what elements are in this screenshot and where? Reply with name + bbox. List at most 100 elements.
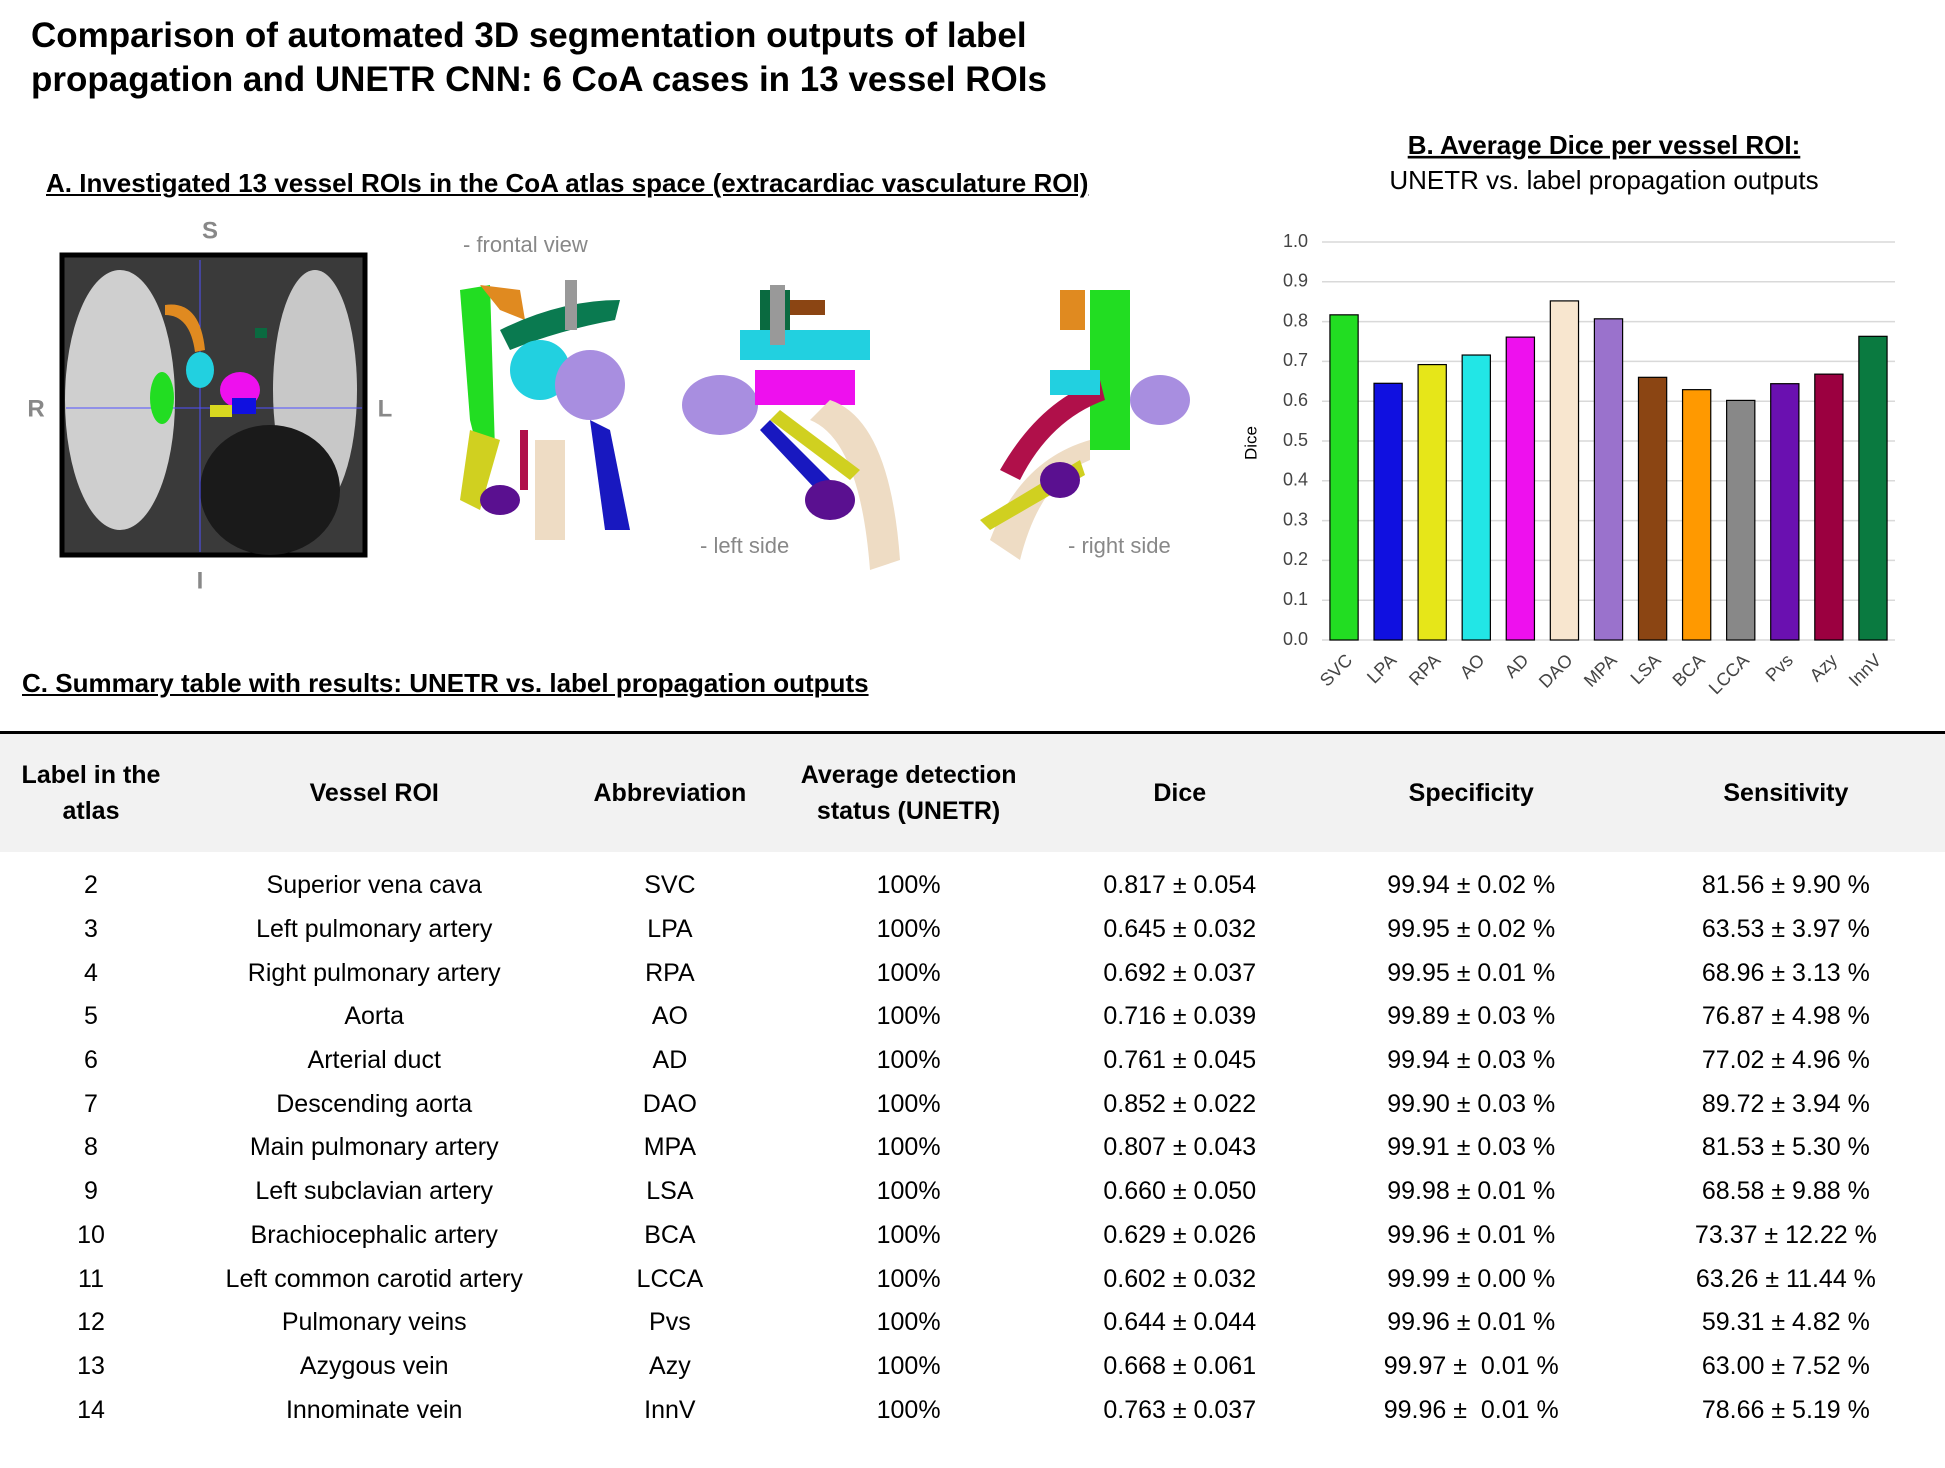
table-cell: 0.660 ± 0.050 (1103, 1177, 1257, 1206)
figure: S R L I - frontal view - left side - right sid… (27, 130, 1895, 698)
panel-c-heading: C. Summary table with results: UNETR vs.… (22, 668, 869, 698)
table-cell: 99.98 ± 0.01 % (1387, 1177, 1556, 1206)
table-cell: 100% (876, 1089, 941, 1118)
frontal-view-render (460, 280, 630, 540)
summary-table: Label in the atlas Vessel ROI Abbreviation… (0, 731, 1945, 1468)
table-cell: 100% (876, 1264, 941, 1293)
table-cell: 10 (77, 1220, 105, 1249)
table-cell: 99.96 ± 0.01 % (1383, 1395, 1559, 1424)
table-cell: 99.96 ± 0.01 % (1387, 1220, 1556, 1249)
panel-a-heading: A. Investigated 13 vessel ROIs in the Co… (46, 168, 1089, 198)
y-axis-label: Dice (1241, 426, 1260, 460)
table-cell: 100% (876, 958, 941, 987)
x-tick-label: SVC (1316, 650, 1356, 690)
orientation-label: R (27, 395, 44, 422)
x-tick-label: InnV (1845, 650, 1885, 690)
table-cell: 100% (876, 1308, 941, 1337)
table-cell: Descending aorta (276, 1089, 473, 1118)
table-cell: AO (651, 1002, 688, 1031)
view-label: - frontal view (463, 232, 588, 257)
x-tick-label: MPA (1580, 650, 1621, 691)
table-cell: Innominate vein (285, 1395, 463, 1424)
table-cell: 6 (84, 1046, 98, 1075)
x-tick-label: LCCA (1705, 650, 1753, 698)
table-cell: 78.66 ± 5.19 % (1701, 1395, 1870, 1424)
y-tick-label: 0.9 (1283, 271, 1308, 291)
table-row: 2 Superior vena cava SVC 100% 0.817 ± 0.054 9… (0, 852, 1945, 908)
y-tick-label: 0.6 (1283, 390, 1308, 410)
table-cell: 99.96 ± 0.01 % (1387, 1308, 1556, 1337)
table-cell: 13 (77, 1351, 105, 1380)
table-cell: 0.817 ± 0.054 (1103, 871, 1257, 900)
y-tick-label: 0.5 (1283, 430, 1308, 450)
y-tick-label: 0.0 (1283, 629, 1308, 649)
table-row: 14 Innominate vein InnV 100% 0.763 ± 0.037 99… (0, 1388, 1945, 1468)
bar (1593, 318, 1624, 641)
table-cell: 63.26 ± 11.44 % (1695, 1264, 1876, 1293)
table-cell: 100% (876, 1220, 941, 1249)
table-cell: BCA (644, 1220, 696, 1249)
table-cell: 100% (876, 1002, 941, 1031)
table-cell: Left subclavian artery (255, 1177, 494, 1206)
column-header: Average detection status (UNETR) (773, 732, 1044, 852)
bar (1637, 376, 1668, 641)
left-side-render (682, 285, 900, 570)
table-cell: 7 (84, 1089, 98, 1118)
table-cell: 100% (876, 1046, 941, 1075)
table-cell: 0.716 ± 0.039 (1103, 1002, 1257, 1031)
orientation-label: L (378, 395, 393, 422)
column-header: Dice (1043, 732, 1316, 852)
x-tick-label: AO (1456, 650, 1489, 683)
x-tick-label: AD (1501, 650, 1533, 682)
table-cell: 11 (78, 1264, 104, 1293)
table-cell: Main pulmonary artery (249, 1133, 499, 1162)
table-cell: Left pulmonary artery (256, 915, 493, 944)
table-cell: 100% (876, 871, 941, 900)
x-tick-label: LSA (1627, 650, 1665, 688)
table-cell: 100% (876, 1351, 941, 1380)
table-cell: 100% (876, 1177, 941, 1206)
table-cell: 0.852 ± 0.022 (1103, 1089, 1257, 1118)
table-cell: 81.53 ± 5.30 % (1701, 1133, 1870, 1162)
bar (1814, 373, 1844, 641)
table-cell: Pvs (649, 1308, 691, 1337)
bar (1417, 363, 1447, 641)
table-cell: 76.87 ± 4.98 % (1701, 1002, 1870, 1031)
table-cell: 100% (876, 915, 941, 944)
bar (1505, 336, 1536, 641)
bar (1549, 300, 1580, 641)
table-cell: 3 (84, 915, 98, 944)
y-tick-label: 0.2 (1283, 549, 1308, 569)
y-tick-label: 1.0 (1283, 231, 1308, 251)
table-cell: MPA (643, 1133, 697, 1162)
table-cell: Brachiocephalic artery (250, 1220, 498, 1249)
mri-slice (59, 252, 368, 558)
chart-title: B. Average Dice per vessel ROI: (1408, 130, 1801, 160)
table-cell: 0.807 ± 0.043 (1103, 1133, 1257, 1162)
table-row: 8 Main pulmonary artery MPA 100% 0.807 ± 0.0… (0, 1126, 1945, 1170)
table-cell: 100% (876, 1395, 941, 1424)
y-tick-label: 0.8 (1283, 310, 1308, 330)
y-tick-label: 0.7 (1283, 350, 1308, 370)
table-cell: 100% (876, 1133, 941, 1162)
table-cell: 12 (77, 1308, 105, 1337)
x-tick-label: Azy (1806, 650, 1841, 685)
chart-subtitle: UNETR vs. label propagation outputs (1389, 165, 1818, 195)
table-cell: 0.761 ± 0.045 (1103, 1046, 1257, 1075)
table-cell: RPA (645, 958, 695, 987)
table-cell: 0.692 ± 0.037 (1103, 958, 1257, 987)
table-cell: 73.37 ± 12.22 % (1694, 1220, 1877, 1249)
table-cell: 81.56 ± 9.90 % (1701, 871, 1870, 900)
table-cell: 68.96 ± 3.13 % (1701, 958, 1870, 987)
bar (1726, 399, 1756, 641)
table-cell: Left common carotid artery (225, 1264, 523, 1293)
table-cell: 63.00 ± 7.52 % (1701, 1351, 1870, 1380)
bar (1770, 383, 1800, 641)
table-cell: 99.97 ± 0.01 % (1383, 1351, 1559, 1380)
table-cell: 63.53 ± 3.97 % (1701, 915, 1870, 944)
table-cell: Arterial duct (307, 1046, 441, 1075)
table-cell: 99.95 ± 0.01 % (1387, 958, 1556, 987)
column-header: Specificity (1315, 732, 1627, 852)
table-row: 10 Brachiocephalic artery BCA 100% 0.629 ± 0… (0, 1214, 1945, 1258)
